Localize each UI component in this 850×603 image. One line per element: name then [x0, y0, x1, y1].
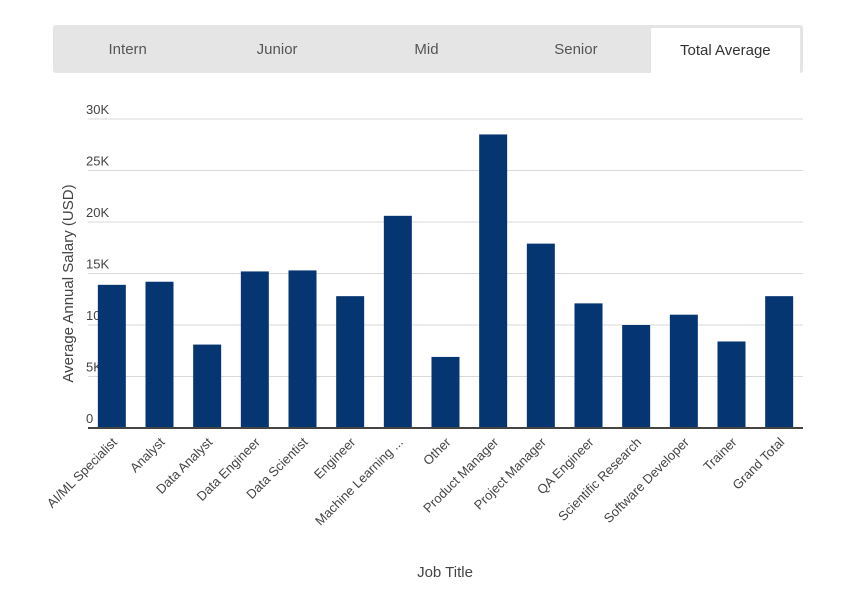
x-tick-label: Trainer [700, 434, 740, 474]
bar[interactable] [240, 271, 269, 428]
x-tick-label: Other [420, 434, 454, 468]
bar[interactable] [479, 134, 508, 428]
tab-total-average[interactable]: Total Average [650, 28, 801, 73]
bar[interactable] [622, 325, 651, 428]
bar[interactable] [288, 270, 317, 428]
y-axis-title: Average Annual Salary (USD) [60, 184, 77, 382]
tab-junior[interactable]: Junior [256, 40, 298, 58]
bars [97, 134, 794, 428]
tab-senior[interactable]: Senior [554, 40, 598, 58]
y-tick-label: 30K [86, 102, 109, 117]
bar[interactable] [574, 303, 603, 428]
bar[interactable] [145, 281, 174, 428]
x-tick-label: Analyst [127, 434, 168, 475]
bar[interactable] [526, 243, 555, 428]
y-tick-label: 20K [86, 205, 109, 220]
bar[interactable] [669, 314, 698, 428]
tab-intern[interactable]: Intern [108, 40, 147, 58]
bar[interactable] [431, 356, 460, 428]
y-tick-label: 25K [86, 154, 109, 169]
tab-mid[interactable]: Mid [414, 40, 439, 58]
y-tick-label: 0 [86, 411, 93, 426]
x-axis-title: Job Title [417, 564, 473, 581]
bar[interactable] [97, 284, 126, 428]
bar[interactable] [717, 341, 746, 428]
y-tick-label: 15K [86, 257, 109, 272]
x-tick-label: Software Developer [601, 434, 693, 526]
x-tick-label: Machine Learning ... [312, 435, 406, 529]
x-tick-label: AI/ML Specialist [44, 434, 120, 510]
bar[interactable] [765, 296, 794, 428]
level-tab-bar: Intern Junior Mid Senior Total Average [53, 25, 803, 73]
bar[interactable] [193, 344, 222, 428]
bar[interactable] [383, 215, 412, 428]
x-tick-label: Grand Total [729, 434, 787, 492]
bar[interactable] [336, 296, 365, 428]
x-tick-label: Engineer [311, 434, 359, 482]
x-tick-label: Scientific Research [555, 435, 644, 524]
